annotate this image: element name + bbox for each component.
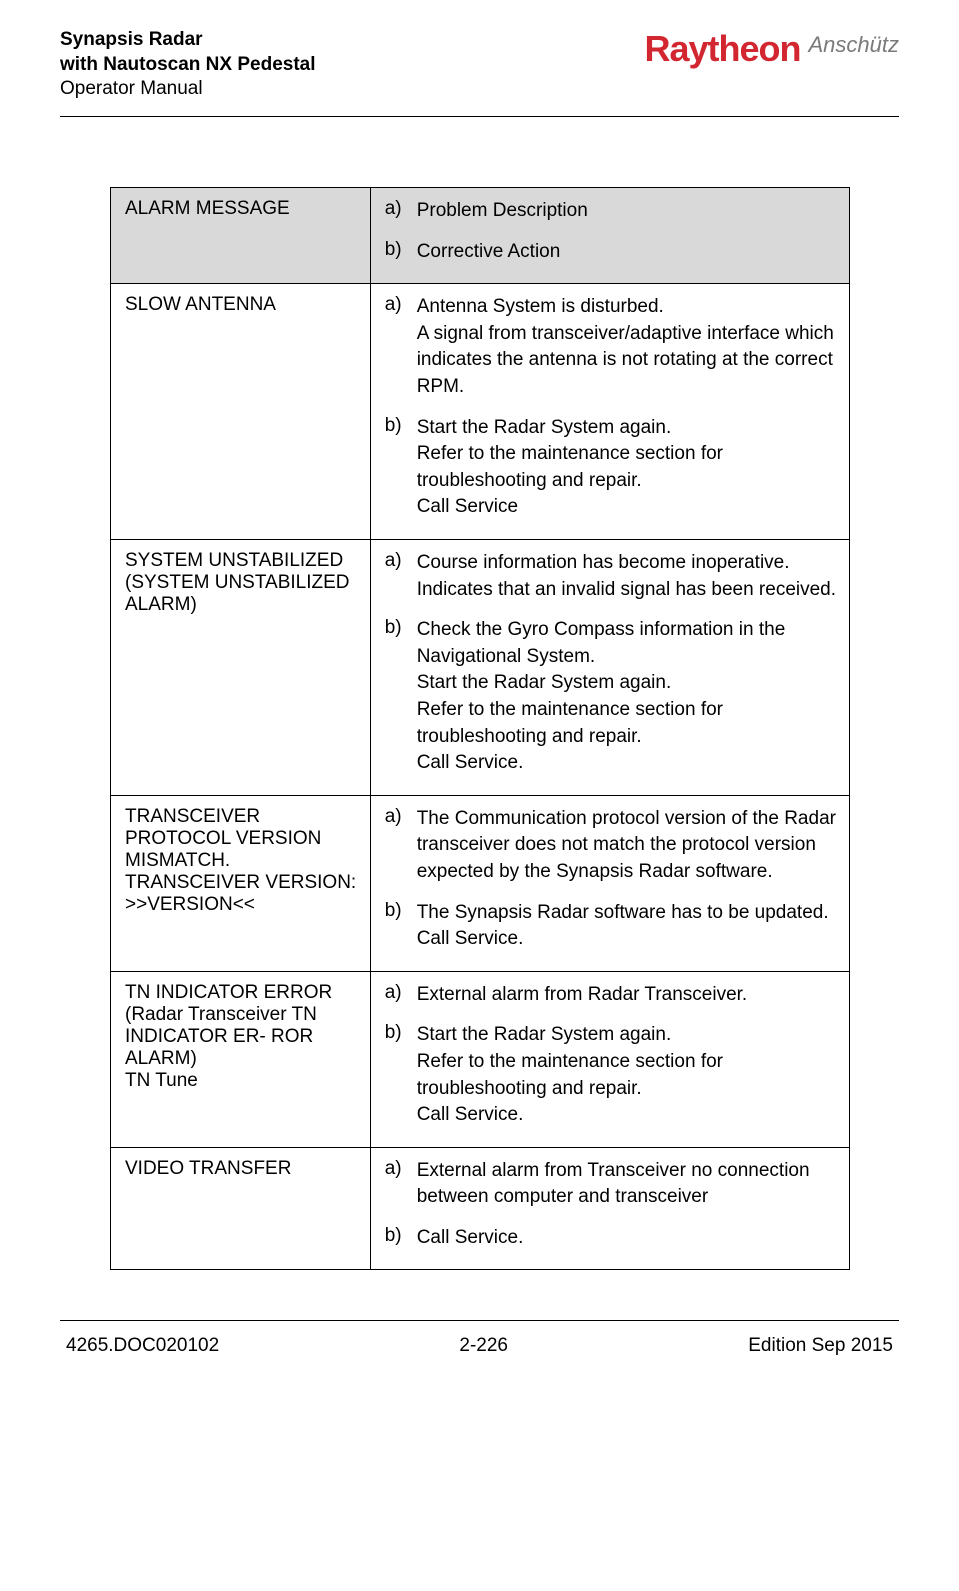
- list-text: Start the Radar System again.Refer to th…: [417, 1022, 841, 1128]
- list-text: The Synapsis Radar software has to be up…: [417, 900, 841, 953]
- doc-title-line3: Operator Manual: [60, 77, 316, 102]
- brand-secondary: Anschütz: [809, 32, 900, 58]
- description-cell: a)Course information has become inoperat…: [370, 540, 849, 796]
- list-item: b)Corrective Action: [385, 239, 841, 266]
- list-text: Course information has become inoperativ…: [417, 550, 841, 603]
- list-text: Check the Gyro Compass information in th…: [417, 617, 841, 777]
- list-item: a)Course information has become inoperat…: [385, 550, 841, 603]
- description-list: a)The Communication protocol version of …: [385, 806, 841, 953]
- description-list: a)Course information has become inoperat…: [385, 550, 841, 777]
- list-item: b)Start the Radar System again.Refer to …: [385, 415, 841, 521]
- table-row: SYSTEM UNSTABILIZED (SYSTEM UNSTABILIZED…: [111, 540, 850, 796]
- list-marker: b): [385, 900, 417, 953]
- description-cell: a)Problem Descriptionb)Corrective Action: [370, 188, 849, 284]
- alarm-message-cell: TN INDICATOR ERROR (Radar Transceiver TN…: [111, 971, 371, 1147]
- list-text: The Communication protocol version of th…: [417, 806, 841, 886]
- list-text: Start the Radar System again.Refer to th…: [417, 415, 841, 521]
- alarm-table: ALARM MESSAGEa)Problem Descriptionb)Corr…: [110, 187, 850, 1270]
- list-text: External alarm from Radar Transceiver.: [417, 982, 841, 1009]
- list-marker: a): [385, 198, 417, 225]
- table-row: VIDEO TRANSFER a)External alarm from Tran…: [111, 1147, 850, 1270]
- description-list: a)External alarm from Radar Transceiver.…: [385, 982, 841, 1129]
- list-marker: a): [385, 806, 417, 886]
- list-text: Antenna System is disturbed.A signal fro…: [417, 294, 841, 400]
- table-row: ALARM MESSAGEa)Problem Descriptionb)Corr…: [111, 188, 850, 284]
- page-footer: 4265.DOC020102 2-226 Edition Sep 2015: [60, 1335, 899, 1357]
- description-cell: a)Antenna System is disturbed.A signal f…: [370, 284, 849, 540]
- list-marker: a): [385, 550, 417, 603]
- list-text: Corrective Action: [417, 239, 841, 266]
- alarm-message-cell: VIDEO TRANSFER: [111, 1147, 371, 1270]
- list-marker: a): [385, 1158, 417, 1211]
- list-item: b)The Synapsis Radar software has to be …: [385, 900, 841, 953]
- alarm-table-body: ALARM MESSAGEa)Problem Descriptionb)Corr…: [111, 188, 850, 1270]
- alarm-message-cell: TRANSCEIVER PROTOCOL VERSION MISMATCH.TR…: [111, 795, 371, 971]
- list-text: Problem Description: [417, 198, 841, 225]
- footer-left: 4265.DOC020102: [66, 1335, 219, 1357]
- description-cell: a)External alarm from Transceiver no con…: [370, 1147, 849, 1270]
- doc-title: Synapsis Radar with Nautoscan NX Pedesta…: [60, 28, 316, 102]
- list-item: a)External alarm from Transceiver no con…: [385, 1158, 841, 1211]
- description-list: a)Problem Descriptionb)Corrective Action: [385, 198, 841, 265]
- footer-divider: [60, 1320, 899, 1321]
- list-marker: b): [385, 617, 417, 777]
- alarm-message-cell: ALARM MESSAGE: [111, 188, 371, 284]
- alarm-message-cell: SLOW ANTENNA: [111, 284, 371, 540]
- list-marker: a): [385, 294, 417, 400]
- list-item: a)The Communication protocol version of …: [385, 806, 841, 886]
- alarm-message-cell: SYSTEM UNSTABILIZED (SYSTEM UNSTABILIZED…: [111, 540, 371, 796]
- table-row: SLOW ANTENNAa)Antenna System is disturbe…: [111, 284, 850, 540]
- list-item: a)External alarm from Radar Transceiver.: [385, 982, 841, 1009]
- list-item: b)Start the Radar System again.Refer to …: [385, 1022, 841, 1128]
- header-divider: [60, 116, 899, 117]
- footer-right: Edition Sep 2015: [748, 1335, 893, 1357]
- list-marker: b): [385, 1225, 417, 1252]
- list-marker: b): [385, 1022, 417, 1128]
- description-cell: a)External alarm from Radar Transceiver.…: [370, 971, 849, 1147]
- list-item: b)Call Service.: [385, 1225, 841, 1252]
- list-item: a)Antenna System is disturbed.A signal f…: [385, 294, 841, 400]
- list-marker: a): [385, 982, 417, 1009]
- description-list: a)Antenna System is disturbed.A signal f…: [385, 294, 841, 521]
- doc-title-line1: Synapsis Radar: [60, 28, 316, 53]
- list-text: External alarm from Transceiver no conne…: [417, 1158, 841, 1211]
- table-row: TN INDICATOR ERROR (Radar Transceiver TN…: [111, 971, 850, 1147]
- list-marker: b): [385, 239, 417, 266]
- page-header: Synapsis Radar with Nautoscan NX Pedesta…: [60, 28, 899, 102]
- list-item: b)Check the Gyro Compass information in …: [385, 617, 841, 777]
- description-cell: a)The Communication protocol version of …: [370, 795, 849, 971]
- description-list: a)External alarm from Transceiver no con…: [385, 1158, 841, 1252]
- brand-primary: Raytheon: [644, 28, 800, 70]
- table-row: TRANSCEIVER PROTOCOL VERSION MISMATCH.TR…: [111, 795, 850, 971]
- doc-title-line2: with Nautoscan NX Pedestal: [60, 53, 316, 78]
- list-text: Call Service.: [417, 1225, 841, 1252]
- list-item: a)Problem Description: [385, 198, 841, 225]
- footer-center: 2-226: [459, 1335, 508, 1357]
- brand-logo: Raytheon Anschütz: [644, 28, 899, 70]
- list-marker: b): [385, 415, 417, 521]
